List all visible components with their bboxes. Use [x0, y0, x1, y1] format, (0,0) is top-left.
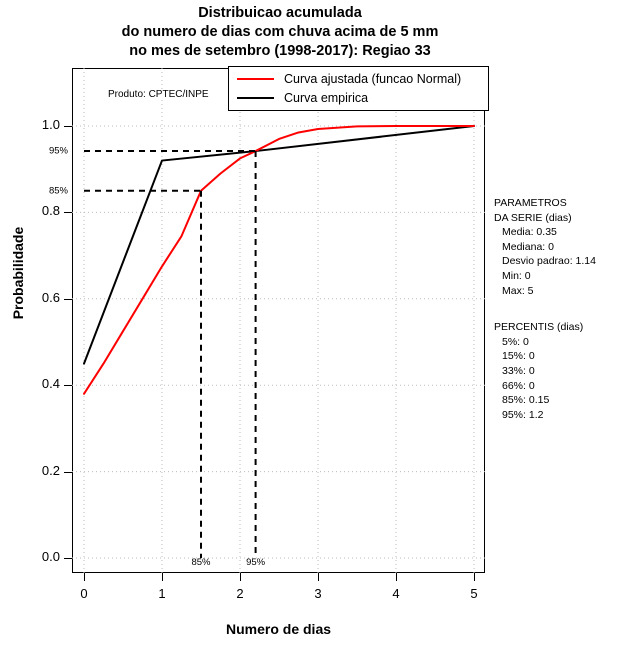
y-tick-mark: [64, 471, 72, 473]
percentil-85: 85%: 0.15: [502, 394, 550, 407]
x-tick-mark: [162, 573, 163, 581]
x-tick-label: 3: [314, 586, 322, 601]
y-tick-mark: [64, 558, 72, 559]
data-series-layer: [83, 125, 475, 395]
legend-label-fitted: Curva ajustada (funcao Normal): [284, 72, 462, 86]
x-tick-mark: [396, 573, 397, 581]
y-tick-label: 0.6: [41, 289, 60, 305]
y-tick-label: 0.0: [41, 549, 60, 564]
stat-mediana: Mediana: 0: [502, 240, 554, 253]
x-axis-title: Numero de dias: [225, 621, 332, 637]
percentil-33: 33%: 0: [502, 364, 535, 377]
percentil-15: 15%: 0: [502, 350, 535, 363]
percentil-95: 95%: 1.2: [502, 408, 544, 421]
side-statistics-panel: PARAMETROS DA SERIE (dias) Media: 0.35 M…: [494, 196, 640, 422]
plot-area: [72, 68, 485, 573]
produto-note: Produto: CPTEC/INPE: [106, 89, 211, 100]
percentile-85-x-label: 85%: [191, 557, 211, 568]
x-tick-label: 2: [236, 586, 244, 601]
title-line-3: no mes de setembro (1998-2017): Regiao 3…: [129, 43, 431, 59]
x-tick-label: 4: [392, 586, 400, 601]
page-title: Distribuicao acumulada do numero de dias…: [0, 4, 560, 61]
x-tick-mark: [474, 573, 475, 581]
y-tick-label: 1.0: [41, 117, 60, 132]
percentis-header: PERCENTIS (dias): [494, 321, 584, 334]
stat-desvio-padrao: Desvio padrao: 1.14: [502, 255, 596, 268]
y-tick-mark: [64, 212, 72, 214]
x-tick-label: 0: [80, 586, 88, 601]
percentil-5: 5%: 0: [502, 335, 529, 348]
legend-label-empirical: Curva empirica: [284, 91, 369, 105]
stat-media: Media: 0.35: [502, 226, 557, 239]
percentile-95-x-label: 95%: [246, 557, 266, 568]
title-line-1: Distribuicao acumulada: [198, 5, 362, 21]
x-tick-mark: [84, 573, 85, 581]
percentil-66: 66%: 0: [502, 379, 535, 392]
gridlines: [72, 68, 485, 573]
parametros-header-line2: DA SERIE (dias): [494, 211, 572, 224]
x-tick-label: 1: [158, 586, 166, 601]
legend-item-fitted: Curva ajustada (funcao Normal): [237, 69, 461, 89]
y-tick-label: 0.4: [41, 376, 60, 392]
parametros-header-line1: PARAMETROS: [494, 197, 567, 209]
y-tick-mark: [64, 126, 72, 127]
y-tick-mark: [64, 298, 72, 300]
legend-swatch-fitted: [237, 78, 274, 80]
y-tick-label: 0.2: [41, 462, 60, 478]
x-tick-mark: [318, 573, 319, 581]
percentile-annotations: [84, 150, 257, 558]
legend: Curva ajustada (funcao Normal) Curva emp…: [228, 66, 489, 111]
x-tick-label: 5: [470, 586, 478, 601]
legend-swatch-empirical: [237, 97, 274, 99]
stat-min: Min: 0: [502, 269, 531, 282]
plot-canvas: [72, 68, 485, 573]
percentile-85-y-label: 85%: [48, 185, 68, 197]
legend-item-empirical: Curva empirica: [237, 88, 368, 108]
stat-max: Max: 5: [502, 284, 534, 297]
y-tick-mark: [64, 385, 72, 387]
panel-spacer: [494, 298, 640, 320]
percentile-95-y-label: 95%: [48, 145, 68, 157]
x-tick-mark: [240, 573, 241, 581]
title-line-2: do numero de dias com chuva acima de 5 m…: [121, 24, 439, 40]
y-tick-label: 0.8: [41, 203, 60, 219]
y-axis-title: Probabilidade: [10, 226, 26, 320]
